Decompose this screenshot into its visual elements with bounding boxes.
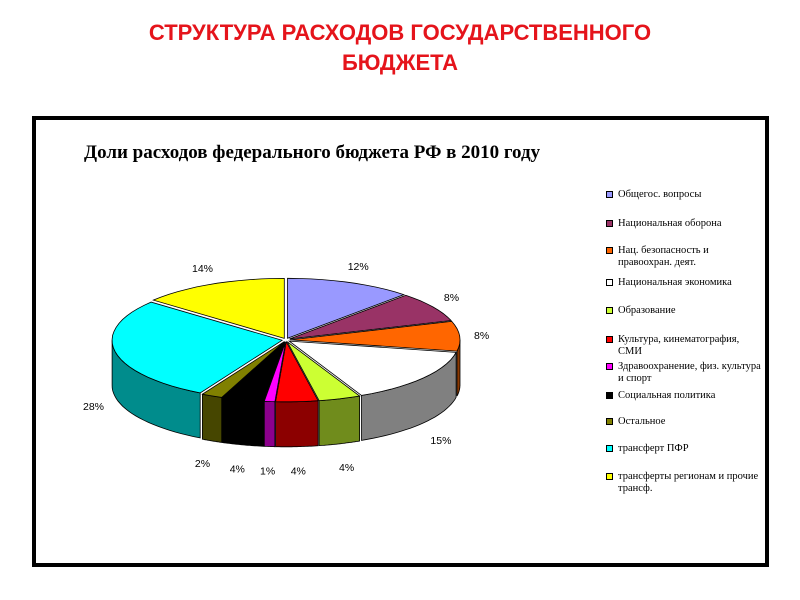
slide-title-line-1: СТРУКТУРА РАСХОДОВ ГОСУДАРСТВЕННОГО (148, 20, 652, 45)
pie-slice-остальное (201, 341, 285, 398)
slide-title-line-2: БЮДЖЕТА (341, 50, 459, 75)
pie-side-образование (318, 395, 361, 447)
pie-slices (111, 277, 461, 403)
legend-swatch (606, 418, 613, 425)
pie-slice-национальная-оборона (289, 294, 452, 340)
chart-title: Доли расходов федерального бюджета РФ в … (84, 142, 541, 163)
data-label-трансферт-пфр: 28% (83, 401, 104, 413)
data-label-культура-кинематография-сми: 4% (291, 466, 306, 478)
legend-label: Нац. безопасность и правоохран. деят. (618, 245, 709, 268)
pie-slice-социальная-политика (221, 341, 286, 402)
pie-slice-нац-безопасность-и-правоохран-деят (289, 320, 461, 352)
legend-swatch (606, 220, 613, 227)
pie-slice-общегос-вопросы (287, 277, 406, 339)
legend-label: Национальная оборона (618, 218, 722, 229)
slide-title: СТРУКТУРА РАСХОДОВ ГОСУДАРСТВЕННОГО БЮДЖ… (60, 18, 740, 78)
legend-swatch (606, 307, 613, 314)
legend-swatch (606, 336, 613, 343)
data-label-образование: 4% (339, 462, 354, 474)
pie-side-walls (111, 339, 461, 448)
pie-slice-национальная-экономика (287, 340, 457, 396)
chart-frame: Доли расходов федерального бюджета РФ в … (32, 116, 769, 567)
legend-label: трансферты регионам и прочие трансф. (618, 471, 759, 494)
data-label-национальная-экономика: 15% (430, 435, 451, 447)
legend-swatch (606, 191, 613, 198)
data-label-национальная-оборона: 8% (444, 292, 459, 304)
data-label-социальная-политика: 4% (230, 463, 245, 475)
legend-swatch (606, 363, 613, 370)
pie-slice-трансферт-пфр (111, 301, 284, 394)
legend-label: Образование (618, 305, 676, 316)
pie-side-культура-кинематография-сми (275, 400, 319, 448)
legend-swatch (606, 445, 613, 452)
pie-chart: 12% 8% 8% 15% 4% 4% 1% 4% 2% 28% 14% (83, 261, 489, 478)
legend-label: трансферт ПФР (618, 443, 689, 454)
data-label-трансферты-регионам-и-прочие-трансф: 14% (192, 263, 213, 275)
legend-swatch (606, 392, 613, 399)
legend-label: Здравоохранение, физ. культура и спорт (618, 361, 761, 384)
pie-slice-здравоохранение-физ-культура-и-спорт (263, 341, 286, 403)
pie-side-социальная-политика (221, 397, 265, 447)
pie-data-labels: 12% 8% 8% 15% 4% 4% 1% 4% 2% 28% 14% (83, 261, 489, 478)
legend-label: Социальная политика (618, 390, 716, 401)
legend-label: Культура, кинематография, СМИ (618, 334, 740, 357)
legend-label: Общегос. вопросы (618, 189, 702, 200)
legend-swatch (606, 473, 613, 480)
data-label-здравоохранение-физ-культура-и-спорт: 1% (260, 465, 275, 477)
pie-side-здравоохранение-физ-культура-и-спорт (263, 400, 276, 448)
pie-slice-трансферты-регионам-и-прочие-трансф (152, 277, 285, 339)
data-label-нац-безопасность-и-правоохран-деят: 8% (474, 330, 489, 342)
legend-label: Остальное (618, 416, 666, 427)
pie-slice-образование (286, 341, 361, 402)
pie-side-остальное (201, 393, 223, 443)
pie-slice-культура-кинематография-сми (275, 340, 319, 403)
data-label-остальное: 2% (195, 458, 210, 470)
legend-swatch (606, 247, 613, 254)
legend-label: Национальная экономика (618, 277, 732, 288)
data-label-общегос-вопросы: 12% (348, 261, 369, 273)
legend-swatch (606, 279, 613, 286)
